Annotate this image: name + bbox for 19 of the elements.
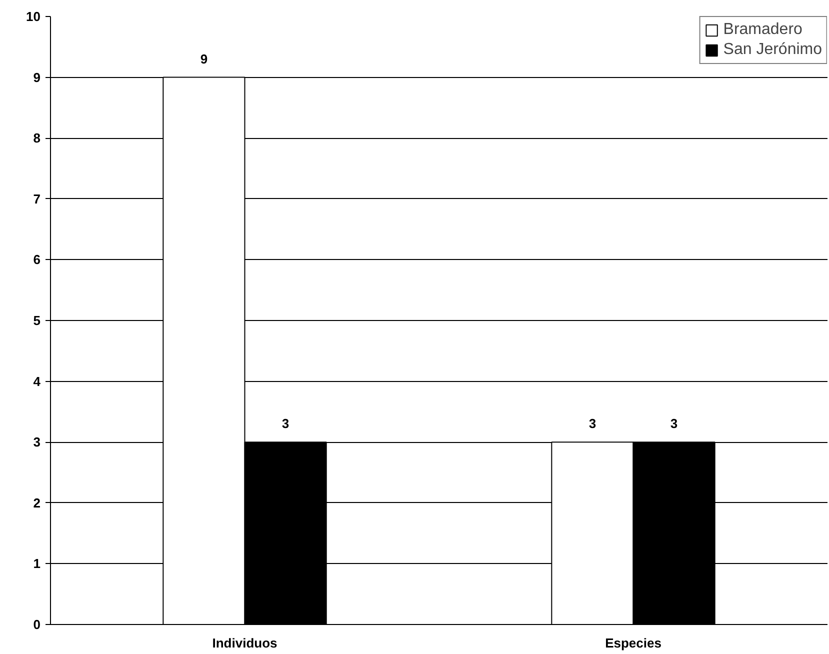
data-label: 3	[588, 416, 596, 432]
y-tick-label: 3	[33, 434, 41, 450]
y-tick-label: 1	[33, 556, 41, 572]
data-label: 3	[670, 416, 678, 432]
y-tick-label: 5	[33, 313, 41, 328]
y-tick-label: 7	[33, 191, 41, 206]
x-tick-label: Especies	[605, 636, 662, 650]
y-tick-label: 9	[33, 70, 41, 85]
legend-label: San Jerónimo	[723, 41, 822, 59]
x-tick-label: Individuos	[212, 636, 278, 650]
y-tick-label: 2	[33, 495, 41, 510]
y-tick-label: 0	[33, 617, 41, 632]
y-tick-label: 4	[33, 374, 42, 389]
y-tick-label: 8	[33, 130, 41, 146]
y-tick-label: 6	[33, 252, 41, 268]
y-tick-label: 10	[26, 9, 41, 24]
legend-label: Bramadero	[723, 21, 802, 39]
data-label: 9	[200, 51, 208, 66]
data-label: 3	[282, 416, 290, 432]
